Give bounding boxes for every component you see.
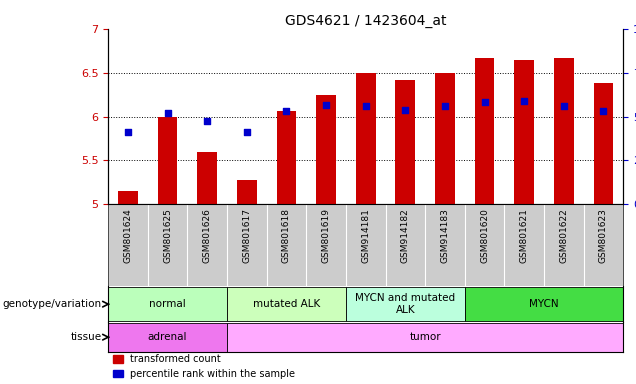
Bar	[108, 323, 227, 352]
Point	[519, 98, 529, 104]
Text: GSM801623: GSM801623	[599, 208, 608, 263]
Bar	[593, 83, 613, 204]
Text: GSM801620: GSM801620	[480, 208, 489, 263]
Bar	[118, 191, 138, 204]
Point	[123, 129, 133, 136]
Text: GSM914183: GSM914183	[441, 208, 450, 263]
Point	[598, 108, 609, 114]
Bar	[316, 95, 336, 204]
Text: GSM801625: GSM801625	[163, 208, 172, 263]
Point	[361, 103, 371, 109]
Title: GDS4621 / 1423604_at: GDS4621 / 1423604_at	[285, 14, 446, 28]
Bar	[474, 58, 495, 204]
Point	[480, 99, 490, 105]
Text: GSM801617: GSM801617	[242, 208, 251, 263]
Bar	[515, 60, 534, 204]
Bar	[356, 73, 376, 204]
Bar	[277, 111, 296, 204]
Legend: transformed count, percentile rank within the sample: transformed count, percentile rank withi…	[113, 354, 296, 379]
Text: GSM914181: GSM914181	[361, 208, 370, 263]
Bar	[158, 117, 177, 204]
Point	[202, 118, 212, 124]
Bar	[237, 180, 257, 204]
Bar	[108, 287, 227, 321]
Point	[559, 103, 569, 109]
Text: tumor: tumor	[410, 332, 441, 342]
Bar	[227, 323, 623, 352]
Text: GSM914182: GSM914182	[401, 208, 410, 263]
Text: GSM801626: GSM801626	[203, 208, 212, 263]
Text: GSM801619: GSM801619	[322, 208, 331, 263]
Bar	[465, 287, 623, 321]
Point	[400, 107, 410, 113]
Point	[281, 108, 291, 114]
Bar	[227, 287, 346, 321]
Bar	[346, 287, 465, 321]
Bar	[396, 80, 415, 204]
Text: GSM801624: GSM801624	[123, 208, 132, 263]
Bar	[435, 73, 455, 204]
Point	[162, 110, 172, 116]
Text: MYCN: MYCN	[529, 299, 559, 309]
Text: GSM801618: GSM801618	[282, 208, 291, 263]
Text: normal: normal	[149, 299, 186, 309]
Bar	[197, 152, 217, 204]
Point	[321, 102, 331, 108]
Text: tissue: tissue	[71, 332, 102, 342]
Bar	[554, 58, 574, 204]
Text: genotype/variation: genotype/variation	[3, 299, 102, 309]
Text: GSM801621: GSM801621	[520, 208, 529, 263]
Point	[440, 103, 450, 109]
Point	[242, 129, 252, 135]
Text: MYCN and mutated
ALK: MYCN and mutated ALK	[356, 293, 455, 315]
Text: adrenal: adrenal	[148, 332, 188, 342]
Text: mutated ALK: mutated ALK	[253, 299, 320, 309]
Text: GSM801622: GSM801622	[559, 208, 569, 263]
